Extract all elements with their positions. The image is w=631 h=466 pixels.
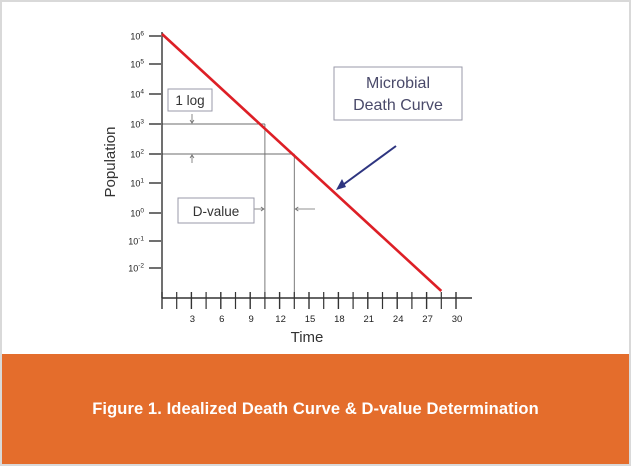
one-log-label: 1 log [175, 93, 204, 108]
one-log-arrowhead-bottom [189, 154, 195, 159]
y-tick-label: 100 [130, 208, 144, 219]
y-tick-base: 10 [130, 32, 140, 42]
pointer-arrow [339, 145, 397, 188]
one-log-box [167, 88, 213, 112]
y-tick-base: 10 [128, 264, 138, 274]
x-tick-label: 21 [364, 314, 375, 325]
y-tick-label: 105 [130, 59, 144, 70]
y-tick-label: 104 [130, 89, 144, 100]
x-tick-label: 24 [393, 314, 404, 325]
d-value-box [177, 197, 255, 224]
y-tick-exponent: 5 [140, 59, 144, 66]
y-tick-exponent: 6 [140, 31, 144, 38]
y-tick-exponent: 0 [140, 208, 144, 215]
d-value-arrowhead-right [294, 206, 299, 212]
y-tick-base: 10 [130, 120, 140, 130]
caption-bar: Figure 1. Idealized Death Curve & D-valu… [2, 354, 629, 464]
y-tick-base: 10 [130, 60, 140, 70]
x-tick-label: 30 [452, 314, 463, 325]
y-tick-label: 10-1 [128, 236, 144, 247]
figure-caption: Figure 1. Idealized Death Curve & D-valu… [92, 399, 539, 418]
y-tick-label: 103 [130, 119, 144, 130]
curve-label-line1: Microbial [366, 75, 430, 92]
x-tick-label: 27 [422, 314, 433, 325]
y-tick-label: 102 [130, 149, 144, 160]
x-tick-label: 3 [190, 314, 195, 325]
pointer-arrowhead [336, 179, 346, 190]
y-tick-base: 10 [130, 209, 140, 219]
curve-label-box [333, 66, 463, 121]
y-tick-base: 10 [130, 150, 140, 160]
y-tick-exponent: 4 [140, 89, 144, 96]
d-value-label: D-value [193, 204, 240, 219]
y-tick-base: 10 [130, 90, 140, 100]
y-axis-title: Population [102, 127, 119, 198]
x-tick-label: 9 [249, 314, 254, 325]
y-tick-label: 106 [130, 31, 144, 42]
y-tick-exponent: 2 [140, 149, 144, 156]
y-tick-label: 101 [130, 178, 144, 189]
d-value-arrowhead-left [260, 206, 265, 212]
y-tick-exponent: -1 [138, 236, 144, 243]
death-curve-line [161, 33, 443, 292]
y-tick-exponent: 1 [140, 178, 144, 185]
y-tick-exponent: 3 [140, 119, 144, 126]
x-tick-label: 15 [305, 314, 316, 325]
x-axis-title: Time [291, 329, 324, 346]
curve-label-line2: Death Curve [353, 97, 443, 114]
y-tick-exponent: -2 [138, 263, 144, 270]
chart-area: Population Time 106 105 104 103 102 101 100 10-1… [2, 2, 629, 354]
y-tick-base: 10 [128, 237, 138, 247]
x-tick-label: 12 [275, 314, 286, 325]
x-tick-label: 18 [334, 314, 345, 325]
y-tick-base: 10 [130, 179, 140, 189]
y-tick-label: 10-2 [128, 263, 144, 274]
x-tick-label: 6 [219, 314, 224, 325]
one-log-arrowhead-top [189, 119, 195, 124]
